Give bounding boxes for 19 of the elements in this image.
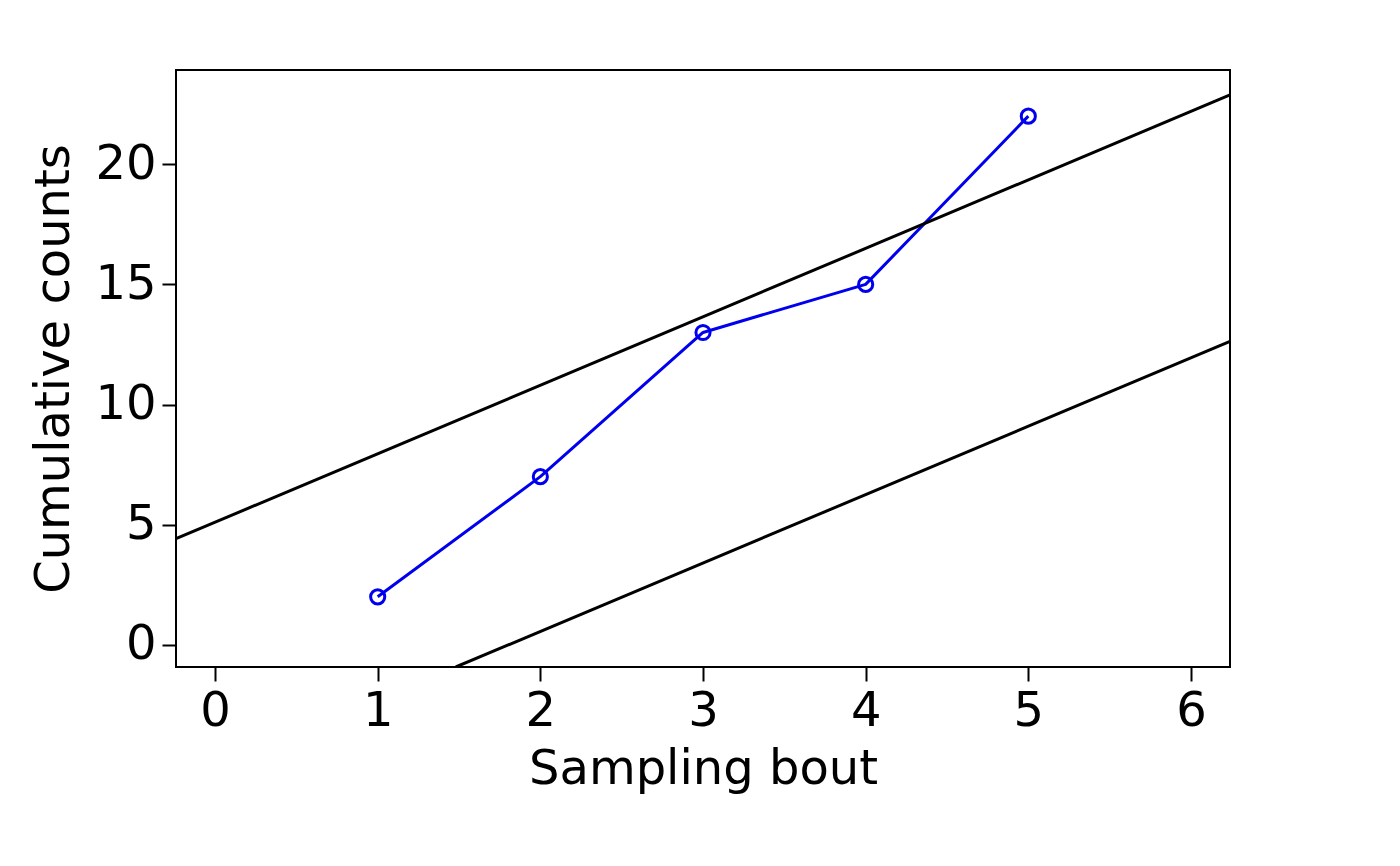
- x-tick-label: 4: [850, 680, 882, 737]
- x-tick-label: 5: [1013, 680, 1045, 737]
- x-tick-label: 3: [688, 680, 719, 737]
- point: [369, 588, 387, 606]
- x-tick-label: 0: [200, 680, 231, 737]
- x-tick-label: 1: [362, 680, 394, 737]
- y-tick-label: 0: [125, 614, 157, 671]
- y-tick-label: 5: [125, 494, 157, 551]
- point: [857, 275, 875, 293]
- x-axis-title: Sampling bout: [528, 738, 879, 795]
- y-tick-label: 15: [95, 253, 157, 310]
- x-tick-label: 2: [525, 680, 557, 737]
- point: [694, 323, 712, 342]
- point: [531, 468, 549, 486]
- y-tick-label: 20: [95, 133, 157, 190]
- y-tick-label: 10: [95, 374, 157, 431]
- x-tick-label: 6: [1176, 680, 1207, 737]
- y-axis-title: Cumulative counts: [24, 144, 81, 594]
- point: [1019, 107, 1037, 125]
